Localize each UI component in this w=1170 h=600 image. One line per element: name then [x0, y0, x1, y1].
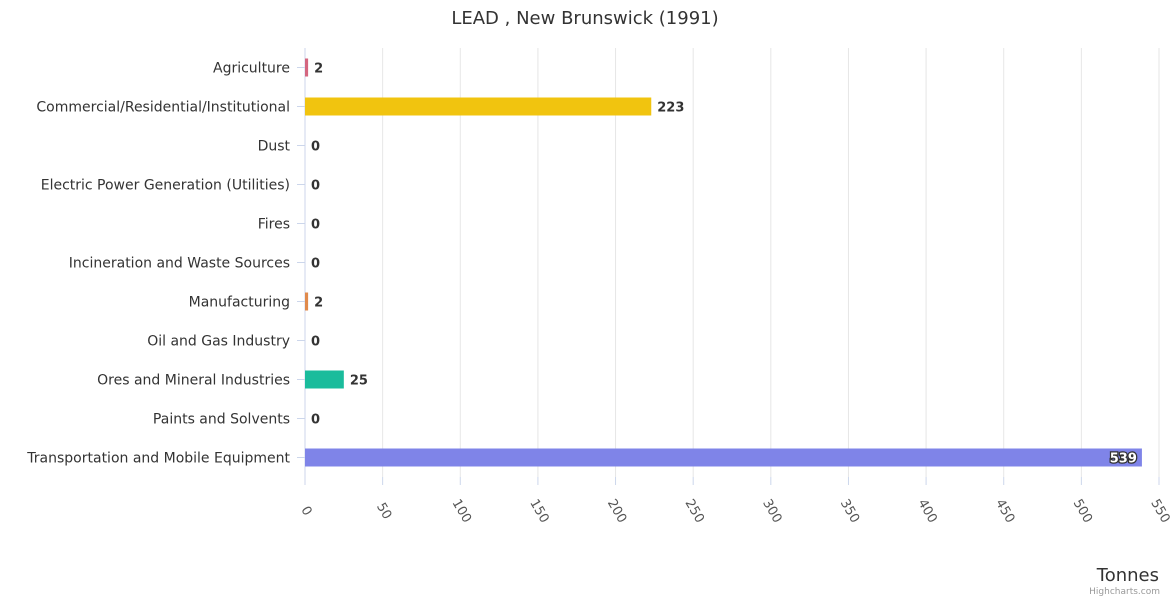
data-label: 25: [350, 374, 368, 389]
tick-label: 50: [373, 500, 394, 522]
data-label: 0: [311, 335, 320, 350]
chart-title: LEAD , New Brunswick (1991): [451, 8, 718, 29]
category-label: Oil and Gas Industry: [147, 334, 290, 350]
data-label: 0: [311, 218, 320, 233]
value-axis-title: Tonnes: [1096, 565, 1159, 586]
bar: [305, 97, 652, 116]
data-label: 2: [314, 296, 323, 311]
bar: [305, 292, 309, 311]
data-label: 0: [311, 179, 320, 194]
category-label: Paints and Solvents: [153, 412, 290, 428]
bars: [305, 58, 1142, 467]
credits-link[interactable]: Highcharts.com: [1089, 587, 1160, 597]
data-label: 0: [311, 413, 320, 428]
data-label: 0: [311, 257, 320, 272]
category-label: Manufacturing: [189, 295, 290, 311]
bar: [305, 448, 1142, 467]
category-label: Dust: [258, 139, 291, 155]
data-label: 2: [314, 62, 323, 77]
data-label: 0: [311, 140, 320, 155]
data-label: 539: [1110, 452, 1137, 467]
bar: [305, 370, 344, 389]
category-label: Transportation and Mobile Equipment: [26, 451, 290, 467]
category-label: Fires: [258, 217, 290, 233]
bar: [305, 58, 309, 77]
data-label: 223: [657, 101, 684, 116]
category-label: Electric Power Generation (Utilities): [41, 178, 290, 194]
category-label: Agriculture: [213, 61, 290, 77]
category-label: Ores and Mineral Industries: [97, 373, 290, 389]
gridlines: [304, 48, 1160, 477]
category-label: Commercial/Residential/Institutional: [36, 100, 290, 116]
category-labels: Agriculture Commercial/Residential/Instit…: [26, 61, 305, 467]
category-label: Incineration and Waste Sources: [69, 256, 290, 272]
data-labels: 2 223 0 0 0 0 2 0 25 0 539: [311, 62, 1138, 468]
